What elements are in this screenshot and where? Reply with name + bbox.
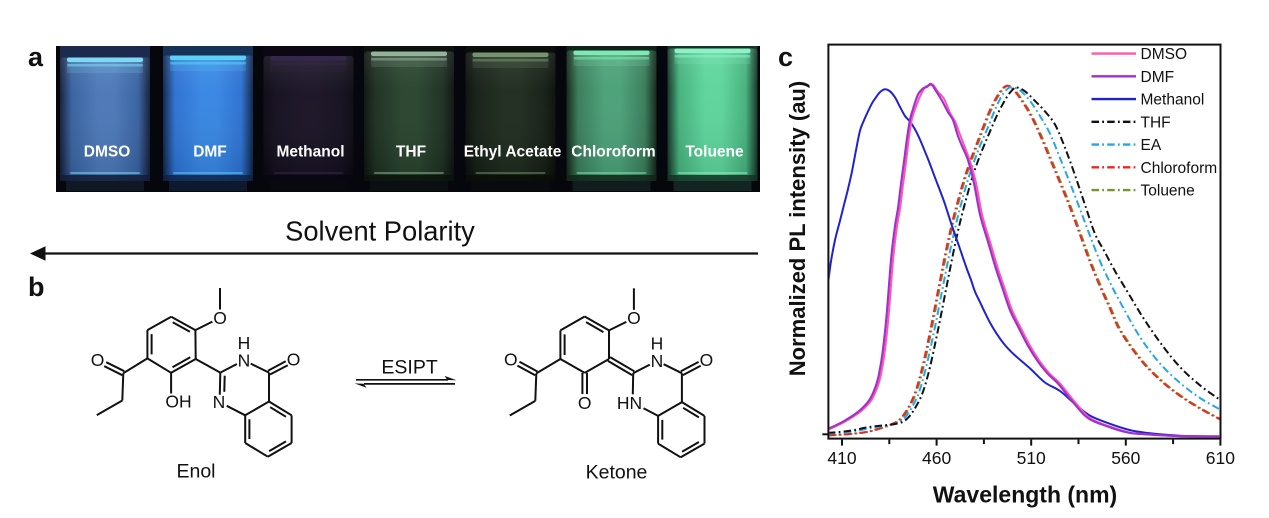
svg-text:460: 460 — [922, 448, 951, 468]
svg-text:b: b — [28, 272, 45, 302]
svg-text:Methanol: Methanol — [1141, 92, 1205, 109]
svg-text:Chloroform: Chloroform — [571, 144, 655, 161]
svg-text:THF: THF — [396, 144, 426, 161]
svg-text:EA: EA — [1141, 137, 1162, 154]
svg-text:O: O — [213, 308, 227, 328]
svg-text:ESIPT: ESIPT — [381, 357, 437, 379]
svg-text:c: c — [778, 42, 793, 72]
svg-text:THF: THF — [1141, 114, 1171, 131]
svg-text:HN: HN — [617, 393, 642, 413]
svg-text:510: 510 — [1017, 448, 1046, 468]
svg-text:H: H — [651, 334, 664, 354]
svg-text:O: O — [578, 393, 592, 413]
svg-text:560: 560 — [1111, 448, 1140, 468]
svg-text:DMSO: DMSO — [1141, 46, 1188, 63]
svg-text:N: N — [213, 392, 226, 412]
svg-text:410: 410 — [827, 448, 856, 468]
svg-text:O: O — [700, 350, 714, 370]
svg-text:O: O — [504, 349, 518, 369]
svg-text:610: 610 — [1206, 448, 1235, 468]
svg-text:a: a — [28, 42, 44, 72]
svg-text:N: N — [238, 350, 251, 370]
svg-text:OH: OH — [165, 392, 191, 412]
svg-text:Ketone: Ketone — [586, 462, 648, 484]
svg-text:O: O — [287, 349, 301, 369]
svg-text:H: H — [238, 333, 251, 353]
svg-text:DMF: DMF — [193, 144, 227, 161]
svg-text:Normalized PL intensity (au): Normalized PL intensity (au) — [785, 81, 810, 376]
svg-text:DMF: DMF — [1141, 69, 1175, 86]
svg-text:O: O — [91, 350, 105, 370]
svg-text:Chloroform: Chloroform — [1141, 160, 1218, 177]
svg-text:DMSO: DMSO — [84, 144, 131, 161]
svg-text:Toluene: Toluene — [1141, 183, 1195, 200]
svg-text:Toluene: Toluene — [685, 144, 744, 161]
svg-text:Ethyl Acetate: Ethyl Acetate — [464, 144, 562, 161]
svg-text:Methanol: Methanol — [276, 144, 344, 161]
svg-text:O: O — [627, 308, 641, 328]
svg-text:Enol: Enol — [176, 461, 215, 483]
svg-text:N: N — [651, 351, 664, 371]
svg-text:Wavelength (nm): Wavelength (nm) — [933, 482, 1117, 508]
svg-text:Solvent Polarity: Solvent Polarity — [285, 216, 475, 247]
